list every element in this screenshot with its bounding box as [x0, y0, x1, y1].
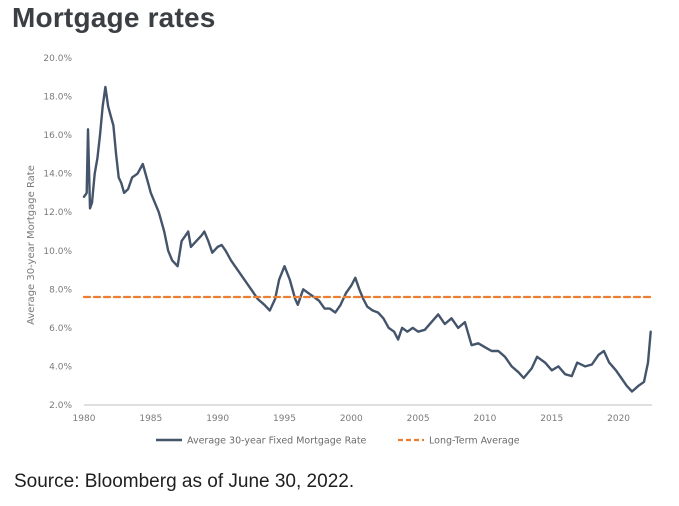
mortgage-rate-line: [82, 85, 652, 393]
y-tick-label: 10.0%: [43, 247, 72, 257]
y-tick-label: 18.0%: [43, 93, 72, 103]
y-tick-label: 2.0%: [49, 401, 72, 411]
x-tick-label: 2000: [340, 414, 363, 424]
series-layer: [82, 85, 654, 393]
legend: Average 30-year Fixed Mortgage Rate Long-…: [156, 436, 520, 447]
y-tick-label: 20.0%: [43, 54, 72, 64]
x-tick-label: 2010: [473, 414, 496, 424]
y-axis-title: Average 30-year Mortgage Rate: [26, 165, 37, 325]
y-tick-label: 14.0%: [43, 170, 72, 180]
x-tick-label: 1995: [273, 414, 296, 424]
y-tick-label: 4.0%: [49, 362, 72, 372]
legend-label: Average 30-year Fixed Mortgage Rate: [187, 436, 367, 447]
y-tick-label: 6.0%: [49, 324, 72, 334]
y-tick-label: 8.0%: [49, 285, 72, 295]
legend-label: Long-Term Average: [429, 436, 520, 447]
x-tick-label: 1990: [206, 414, 229, 424]
source-note: Source: Bloomberg as of June 30, 2022.: [14, 471, 355, 492]
y-axis-tick-labels: 2.0% 4.0% 6.0% 8.0% 10.0% 12.0% 14.0% 16.0% 18.0…: [43, 54, 72, 411]
mortgage-rate-chart: 2.0% 4.0% 6.0% 8.0% 10.0% 12.0% 14.0% 16.0% 18.0…: [26, 54, 654, 447]
x-axis-tick-labels: 1980 1985 1990 1995 2000 2005 2010 2015 2020: [73, 414, 631, 424]
x-tick-label: 1980: [73, 414, 96, 424]
y-tick-label: 12.0%: [43, 208, 72, 218]
x-tick-label: 2015: [540, 414, 563, 424]
x-tick-label: 1985: [139, 414, 162, 424]
page-title: Mortgage rates: [12, 2, 216, 33]
x-tick-label: 2005: [407, 414, 430, 424]
x-tick-label: 2020: [607, 414, 630, 424]
y-tick-label: 16.0%: [43, 131, 72, 141]
